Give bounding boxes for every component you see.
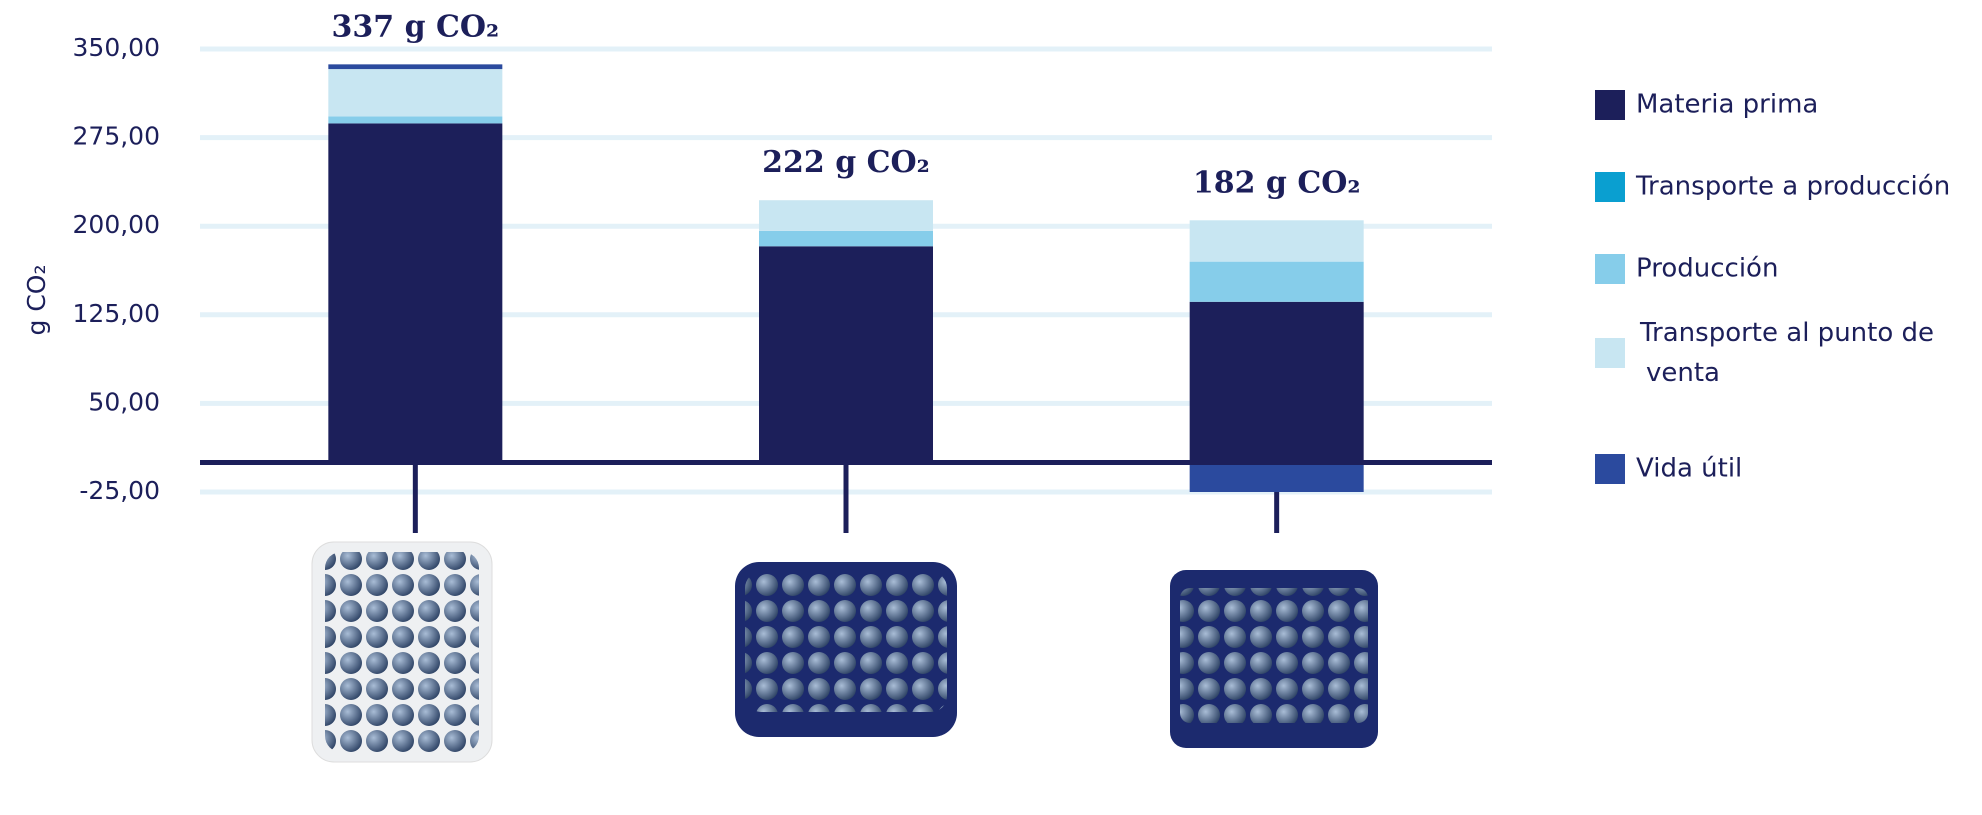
bar-segment — [759, 246, 933, 463]
bar-segment — [328, 123, 503, 463]
bar-segment — [328, 69, 503, 117]
legend-swatch — [1595, 172, 1625, 202]
legend-swatch — [1595, 338, 1625, 368]
bar-segment — [1189, 301, 1364, 463]
bar-segment — [1189, 261, 1364, 302]
product-image — [745, 572, 947, 712]
bar-segment — [1189, 220, 1364, 262]
y-tick-label: 275,00 — [73, 122, 160, 151]
legend-label: Vida útil — [1636, 454, 1742, 484]
product-image — [325, 552, 479, 752]
legend-label: Producción — [1636, 254, 1778, 284]
legend-swatch — [1595, 454, 1625, 484]
bar-segment — [759, 230, 933, 247]
bar-segment — [1189, 462, 1364, 492]
legend-label: Transporte a producción — [1635, 172, 1950, 202]
legend-swatch — [1595, 90, 1625, 120]
product-image — [1180, 588, 1368, 723]
legend-label: Transporte al punto de venta — [1639, 318, 1934, 388]
bar-segment — [328, 64, 503, 70]
product-images — [311, 541, 1378, 763]
y-tick-label: -25,00 — [79, 476, 160, 505]
y-tick-label: 50,00 — [88, 387, 160, 416]
bar-segment — [328, 116, 503, 124]
legend-swatch — [1595, 254, 1625, 284]
y-tick-label: 350,00 — [73, 33, 160, 62]
legend-label: Materia prima — [1636, 90, 1818, 120]
total-label: 222 g CO₂ — [762, 145, 930, 180]
y-tick-label: 200,00 — [73, 210, 160, 239]
y-tick-label: 125,00 — [73, 299, 160, 328]
total-label: 337 g CO₂ — [332, 9, 500, 44]
bar-segment — [759, 200, 933, 231]
total-label: 182 g CO₂ — [1193, 165, 1361, 200]
y-axis-label: g CO₂ — [22, 265, 51, 336]
